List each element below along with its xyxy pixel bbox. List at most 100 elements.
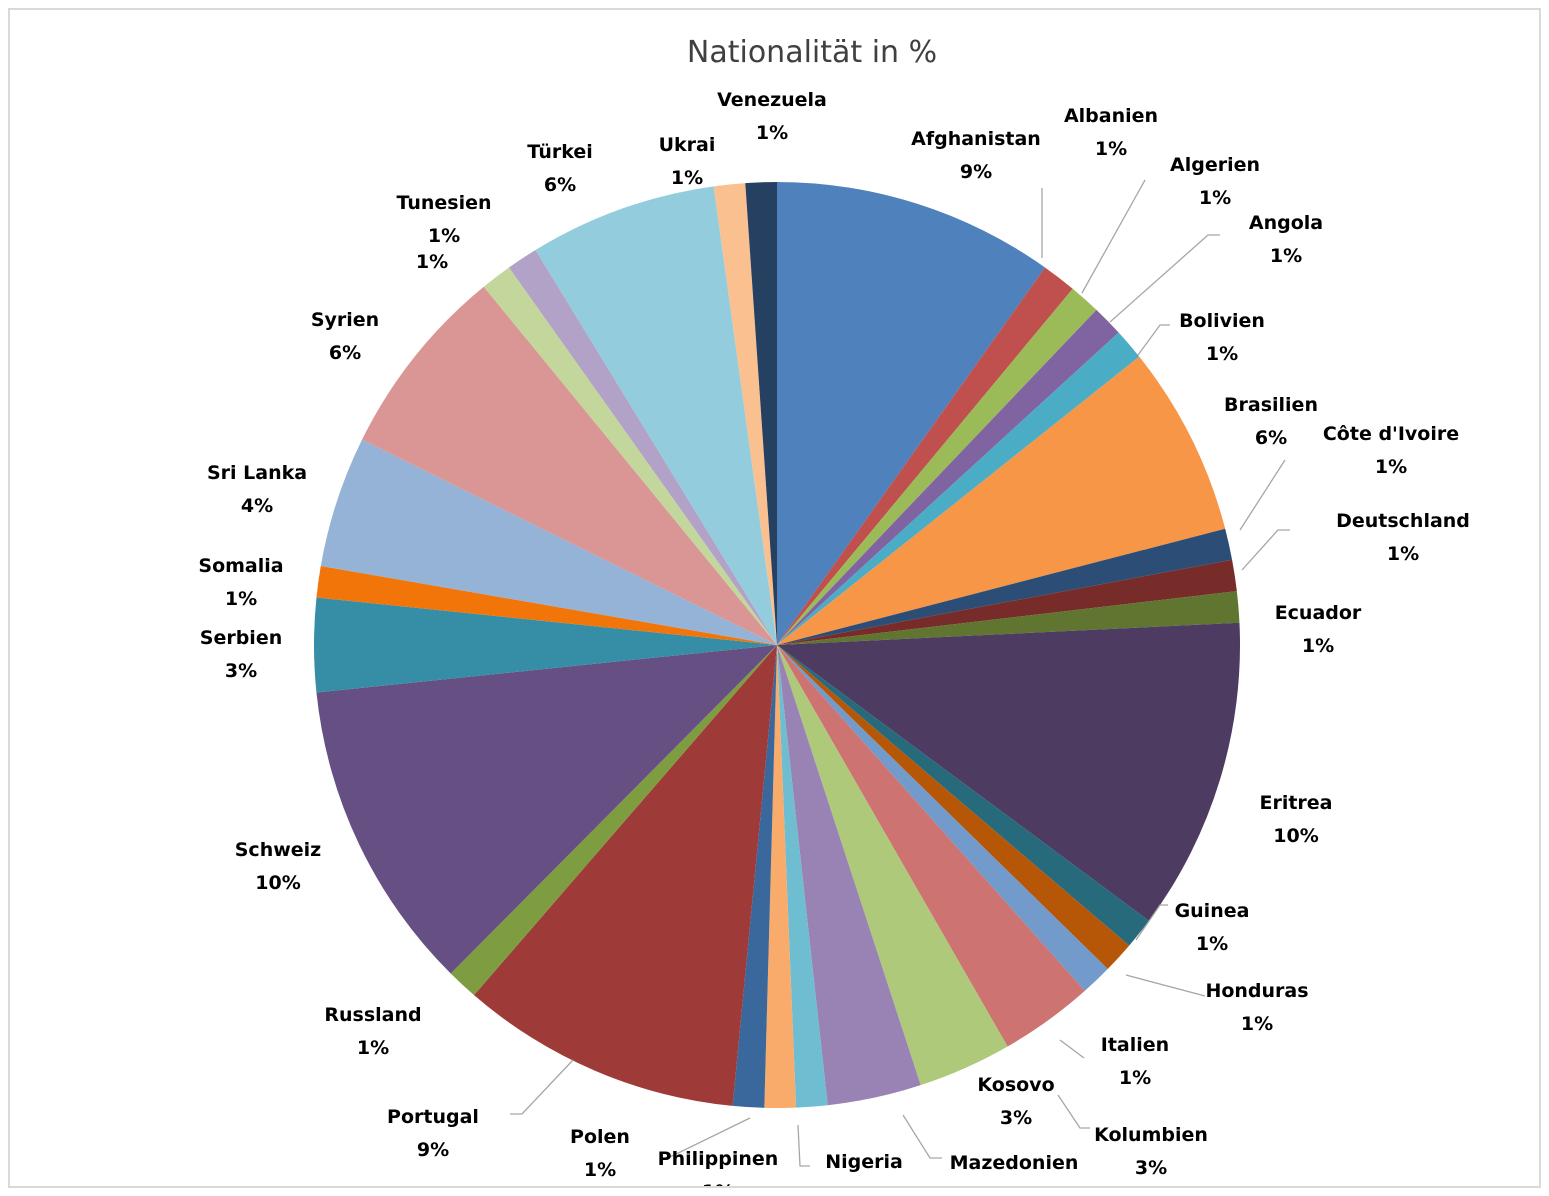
chart-area: Nationalität in % Afghanistan 9% Albanien 1…	[8, 8, 1541, 1188]
data-label-value-deutschland: 1%	[1387, 543, 1419, 565]
pie-slice-eritrea	[777, 622, 1241, 921]
pie-slice-venezuela	[745, 182, 777, 645]
data-label-name-sri-lanka: Sri Lanka	[207, 462, 307, 484]
data-label-value-brasilien: 6%	[1255, 427, 1287, 449]
data-label-name-tunesien: Tunesien	[396, 192, 491, 214]
pie-slice-somalia	[316, 565, 777, 645]
data-label-name-nigeria: Nigeria	[825, 1151, 903, 1173]
data-label-value-albanien: 1%	[1095, 138, 1127, 160]
data-labels: Afghanistan 9% Albanien 1% Algerien 1% Angola 1…	[198, 89, 1470, 1188]
data-label-name-honduras: Honduras	[1205, 980, 1308, 1002]
data-label-value-honduras: 1%	[1241, 1013, 1273, 1035]
pie-slice-bolivien	[777, 332, 1140, 645]
data-label-value-slice-26: 1%	[416, 251, 448, 273]
data-label-value-somalia: 1%	[225, 588, 257, 610]
leader-line-italien	[1059, 1039, 1085, 1059]
data-label-name-russland: Russland	[324, 1004, 421, 1026]
pie-slice-afghanistan	[777, 182, 1046, 645]
data-label-name-venezuela: Venezuela	[717, 89, 827, 111]
pie-chart: Nationalität in % Afghanistan 9% Albanien 1…	[198, 35, 1470, 1188]
data-label-name-ecuador: Ecuador	[1275, 602, 1362, 624]
pie-slice-cote-d-ivoire	[777, 528, 1233, 645]
pie-slice-polen	[732, 645, 777, 1108]
data-label-name-afghanistan: Afghanistan	[911, 128, 1041, 150]
data-label-value-afghanistan: 9%	[960, 161, 992, 183]
pie-slice-sri-lanka	[320, 439, 777, 645]
data-label-name-mazedonien: Mazedonien	[950, 1152, 1079, 1174]
data-label-value-venezuela: 1%	[756, 122, 788, 144]
data-label-value-guinea: 1%	[1196, 933, 1228, 955]
leader-line-mazedonien	[902, 1114, 942, 1159]
pie-slices	[314, 182, 1241, 1109]
data-label-value-mazedonien: 3%	[998, 1185, 1030, 1188]
data-label-value-nigeria: 1%	[848, 1184, 880, 1188]
data-label-name-somalia: Somalia	[198, 555, 283, 577]
data-label-value-algerien: 1%	[1199, 187, 1231, 209]
leader-line-guinea	[1135, 904, 1168, 941]
data-label-value-kosovo: 3%	[1000, 1107, 1032, 1129]
data-label-value-ukrai: 1%	[671, 167, 703, 189]
data-label-name-brasilien: Brasilien	[1224, 394, 1318, 416]
leader-line-algerien	[1081, 179, 1146, 294]
data-label-name-turkei: Türkei	[527, 141, 593, 163]
pie-slice-philippinen	[764, 645, 797, 1109]
data-label-name-albanien: Albanien	[1064, 105, 1158, 127]
data-label-name-italien: Italien	[1101, 1034, 1169, 1056]
data-label-name-deutschland: Deutschland	[1336, 510, 1470, 532]
data-label-name-guinea: Guinea	[1175, 900, 1250, 922]
pie-slice-kolumbien	[777, 645, 1008, 1086]
data-label-name-cote-d-ivoire: Côte d'Ivoire	[1323, 423, 1459, 445]
data-label-name-kosovo: Kosovo	[977, 1074, 1054, 1096]
data-label-value-turkei: 6%	[544, 174, 576, 196]
pie-slice-portugal	[474, 645, 777, 1106]
data-label-value-serbien: 3%	[225, 660, 257, 682]
leader-line-honduras	[1125, 974, 1206, 997]
pie-slice-algerien	[777, 288, 1097, 645]
pie-slice-italien	[777, 645, 1108, 991]
leader-line-nigeria	[797, 1124, 810, 1167]
data-label-name-schweiz: Schweiz	[235, 839, 321, 861]
leader-line-deutschland	[1241, 529, 1290, 571]
data-label-value-bolivien: 1%	[1206, 343, 1238, 365]
leader-line-cote-d-ivoire	[1239, 459, 1286, 531]
pie-slice-nigeria	[777, 645, 828, 1108]
pie-slice-russland	[450, 645, 777, 996]
pie-slice-serbien	[314, 597, 777, 693]
data-label-name-algerien: Algerien	[1170, 154, 1260, 176]
leader-line-bolivien	[1137, 324, 1170, 356]
pie-slice-guinea	[777, 645, 1149, 946]
data-label-value-polen: 1%	[584, 1159, 616, 1181]
chart-title: Nationalität in %	[687, 35, 937, 70]
leader-line-kolumbien	[1057, 1094, 1090, 1129]
pie-slice-tunesien	[508, 249, 777, 646]
data-label-value-kolumbien: 3%	[1135, 1157, 1167, 1179]
data-label-value-portugal: 9%	[417, 1139, 449, 1161]
pie-slice-honduras	[777, 645, 1130, 969]
data-label-value-ecuador: 1%	[1302, 635, 1334, 657]
data-label-name-serbien: Serbien	[200, 627, 282, 649]
pie-slice-brasilien	[777, 356, 1226, 645]
data-label-name-eritrea: Eritrea	[1259, 792, 1332, 814]
leader-line-portugal	[510, 1059, 574, 1115]
pie-slice-slice-26	[483, 267, 777, 645]
data-label-value-angola: 1%	[1270, 245, 1302, 267]
data-label-value-tunesien: 1%	[428, 225, 460, 247]
data-label-value-eritrea: 10%	[1273, 825, 1318, 847]
data-label-value-schweiz: 10%	[255, 872, 300, 894]
leader-line-angola	[1109, 234, 1220, 323]
data-label-value-cote-d-ivoire: 1%	[1375, 456, 1407, 478]
data-label-name-polen: Polen	[570, 1126, 630, 1148]
pie-slice-ecuador	[777, 591, 1240, 645]
data-label-value-italien: 1%	[1119, 1067, 1151, 1089]
data-label-value-syrien: 6%	[329, 342, 361, 364]
leader-lines	[510, 179, 1290, 1167]
pie-slice-schweiz	[316, 645, 777, 974]
pie-slice-kosovo	[777, 645, 1085, 1047]
pie-slice-albanien	[777, 267, 1073, 645]
data-label-name-philippinen: Philippinen	[658, 1148, 779, 1170]
data-label-name-angola: Angola	[1249, 212, 1323, 234]
data-label-name-bolivien: Bolivien	[1179, 310, 1265, 332]
leader-line-philippinen	[667, 1117, 751, 1159]
pie-slice-mazedonien	[777, 645, 921, 1106]
data-label-name-syrien: Syrien	[311, 309, 379, 331]
